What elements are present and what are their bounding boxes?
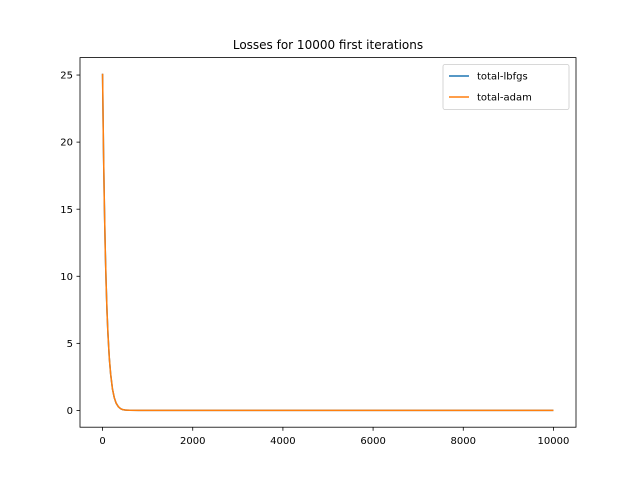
legend-box — [442, 64, 570, 110]
y-axis: 0 5 10 15 20 25 — [60, 71, 80, 417]
y-tick-label: 10 — [60, 272, 73, 283]
x-tick-label: 2000 — [180, 436, 205, 447]
x-tick-label: 6000 — [360, 436, 385, 447]
legend: total-lbfgs total-adam — [442, 64, 570, 110]
series-line-total-adam — [101, 73, 554, 412]
x-tick-label: 10000 — [538, 436, 570, 447]
x-axis: 0 2000 4000 6000 8000 10000 — [99, 427, 569, 447]
plot-lines — [101, 73, 554, 412]
x-tick-label: 0 — [99, 436, 105, 447]
chart-title: Losses for 10000 first iterations — [233, 38, 423, 52]
x-tick-label: 8000 — [451, 436, 476, 447]
y-tick-label: 5 — [67, 339, 73, 350]
plot-frame — [79, 57, 577, 428]
y-tick-label: 20 — [60, 138, 73, 149]
series-line-total-lbfgs — [101, 73, 554, 412]
y-tick-label: 0 — [67, 406, 73, 417]
legend-label: total-adam — [477, 93, 532, 104]
legend-label: total-lbfgs — [477, 72, 528, 83]
y-tick-label: 25 — [60, 71, 73, 82]
y-tick-label: 15 — [60, 205, 73, 216]
x-tick-label: 4000 — [270, 436, 295, 447]
